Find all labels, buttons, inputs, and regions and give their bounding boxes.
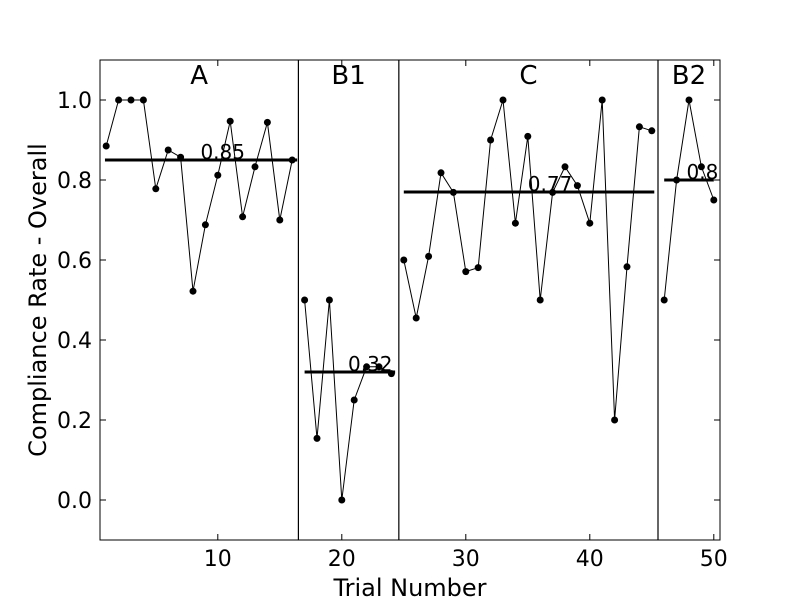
data-point	[524, 132, 532, 140]
data-point	[598, 96, 606, 104]
data-point	[412, 314, 420, 322]
plot-frame	[99, 59, 721, 541]
data-point	[313, 434, 321, 442]
x-tick-label: 20	[328, 547, 356, 572]
data-point	[139, 96, 147, 104]
data-point	[623, 263, 631, 271]
y-tick-label: 0.8	[57, 169, 92, 194]
data-point	[437, 169, 445, 177]
y-tick-label: 0.0	[57, 489, 92, 514]
series-line-b1	[304, 299, 392, 501]
data-point	[214, 171, 222, 179]
data-point	[586, 219, 594, 227]
data-point	[400, 256, 408, 264]
data-point	[462, 268, 470, 276]
y-tick-label: 0.6	[57, 249, 92, 274]
data-point	[152, 185, 160, 193]
data-point	[536, 296, 544, 304]
data-point	[363, 363, 371, 371]
data-point	[263, 118, 271, 126]
data-point	[648, 127, 656, 135]
phase-label-b1: B1	[331, 61, 365, 91]
data-point	[425, 252, 433, 260]
data-point	[239, 213, 247, 221]
y-tick-label: 1.0	[57, 89, 92, 114]
data-point	[710, 196, 718, 204]
data-point	[251, 163, 259, 171]
y-axis-title: Compliance Rate - Overall	[24, 143, 52, 457]
data-point	[115, 96, 123, 104]
data-point	[325, 296, 333, 304]
data-point	[350, 396, 358, 404]
data-point	[697, 163, 705, 171]
data-point	[474, 264, 482, 272]
data-point	[102, 142, 110, 150]
phase-label-a: A	[190, 61, 208, 91]
data-point	[338, 496, 346, 504]
data-point	[226, 117, 234, 125]
data-point	[127, 96, 135, 104]
data-point	[375, 363, 383, 371]
data-point	[561, 163, 569, 171]
x-tick-label: 30	[452, 547, 480, 572]
phase-label-b2: B2	[672, 61, 706, 91]
data-point	[573, 182, 581, 190]
data-point	[164, 146, 172, 154]
y-tick-label: 0.4	[57, 329, 92, 354]
x-axis-title: Trial Number	[332, 574, 486, 600]
mean-label-b2: 0.8	[687, 160, 719, 184]
mean-label-a: 0.85	[200, 140, 245, 164]
data-point	[685, 96, 693, 104]
series-line-a	[105, 99, 293, 292]
series-line-b2	[663, 99, 715, 301]
phase-label-c: C	[519, 61, 537, 91]
data-point	[189, 287, 197, 295]
mean-label-c: 0.77	[528, 172, 573, 196]
y-tick-label: 0.2	[57, 409, 92, 434]
x-tick-label: 50	[700, 547, 728, 572]
mean-label-b1: 0.32	[348, 352, 393, 376]
data-point	[301, 296, 309, 304]
series-line-c	[403, 99, 652, 421]
data-point	[487, 136, 495, 144]
data-point	[511, 219, 519, 227]
data-point	[499, 96, 507, 104]
x-tick-label: 10	[204, 547, 232, 572]
data-point	[635, 123, 643, 131]
x-tick-label: 40	[576, 547, 604, 572]
data-point	[276, 216, 284, 224]
data-point	[660, 296, 668, 304]
data-point	[201, 221, 209, 229]
data-point	[611, 416, 619, 424]
